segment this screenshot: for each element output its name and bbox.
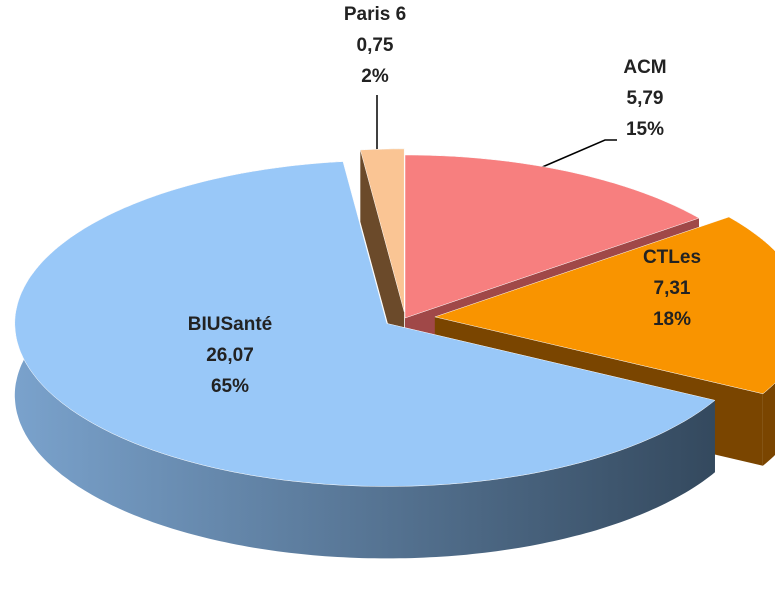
slice-label: Paris 6 — [344, 4, 406, 25]
value-label: 0,75 — [357, 35, 394, 56]
slice — [360, 148, 405, 312]
value-label: 7,31 — [654, 278, 691, 299]
slice — [14, 161, 716, 487]
percent-label: 18% — [653, 309, 691, 330]
value-label: 5,79 — [627, 88, 664, 109]
value-label: 26,07 — [206, 345, 254, 366]
percent-label: 15% — [626, 119, 664, 140]
slice — [404, 154, 700, 319]
slice-label: CTLes — [643, 247, 701, 268]
leader-line — [539, 139, 617, 169]
slice — [433, 216, 775, 395]
slice-label: BIUSanté — [188, 314, 272, 335]
slice-label: ACM — [623, 57, 666, 78]
percent-label: 2% — [361, 66, 389, 87]
percent-label: 65% — [211, 376, 249, 397]
